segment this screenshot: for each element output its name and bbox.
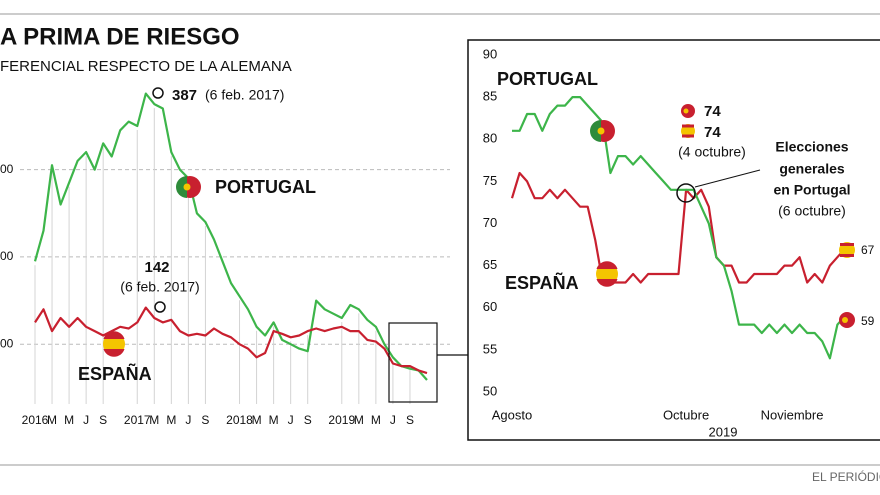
x-tick-label: 2018	[226, 413, 253, 427]
series-label: ESPAÑA	[78, 363, 152, 384]
series-label: ESPAÑA	[505, 272, 579, 293]
flag-portugal	[590, 120, 615, 142]
event-note: generales	[779, 161, 845, 177]
source: EL PERIÓDIC	[812, 469, 880, 484]
peak-value: 387	[172, 87, 197, 104]
inset-frame	[467, 39, 880, 441]
x-tick-label: M	[149, 413, 159, 427]
x-tick-label: 2019	[328, 413, 355, 427]
y-tick-label: 80	[483, 131, 497, 146]
series-line	[34, 306, 428, 375]
x-tick-label: J	[185, 413, 191, 427]
x-tick-label: 2016	[22, 413, 49, 427]
y-tick-label: 65	[483, 257, 497, 272]
x-tick-label: S	[201, 413, 209, 427]
event-date: (6 octubre)	[778, 203, 846, 219]
x-tick-label: M	[47, 413, 57, 427]
x-tick-label: 2017	[124, 413, 151, 427]
y-tick-label: 00	[0, 336, 14, 350]
x-tick-label: M	[64, 413, 74, 427]
x-tick-label: Agosto	[492, 407, 532, 422]
flag-spain	[681, 124, 695, 138]
series-line	[512, 96, 846, 360]
series-line	[33, 92, 428, 381]
peak-value: 142	[144, 259, 169, 276]
zoom-box	[388, 322, 438, 403]
flag-spain	[103, 331, 125, 357]
series-label: PORTUGAL	[215, 177, 316, 197]
peak-date: (6 feb. 2017)	[120, 279, 199, 295]
x-tick-label: M	[354, 413, 364, 427]
event-note: en Portugal	[773, 182, 850, 198]
flag-portugal	[176, 176, 201, 198]
flag-portugal	[839, 312, 855, 328]
y-tick-label: 85	[483, 89, 497, 104]
event-marker	[676, 183, 696, 203]
title: A PRIMA DE RIESGO	[0, 23, 240, 50]
y-tick-label: 60	[483, 299, 497, 314]
flag-portugal	[681, 104, 695, 118]
x-tick-label: J	[390, 413, 396, 427]
value-label: 74	[704, 103, 721, 120]
event-leader	[694, 169, 761, 188]
event-note: Elecciones	[775, 139, 848, 155]
series-label: PORTUGAL	[497, 69, 598, 89]
y-tick-label: 50	[483, 383, 497, 398]
y-tick-label: 75	[483, 173, 497, 188]
x-group-label: 2019	[709, 424, 738, 439]
x-tick-label: J	[83, 413, 89, 427]
peak-marker	[154, 301, 166, 313]
flag-spain	[839, 242, 855, 258]
y-tick-label: 00	[0, 249, 14, 263]
series-line	[510, 171, 846, 284]
x-tick-label: M	[269, 413, 279, 427]
date-note: (4 octubre)	[678, 144, 746, 160]
x-tick-label: S	[406, 413, 414, 427]
x-tick-label: Noviembre	[761, 407, 824, 422]
flag-spain	[596, 261, 618, 287]
x-tick-label: M	[371, 413, 381, 427]
end-label: 67	[861, 243, 875, 257]
value-label: 74	[704, 124, 721, 141]
x-tick-label: S	[304, 413, 312, 427]
x-tick-label: M	[166, 413, 176, 427]
peak-marker	[152, 87, 164, 99]
annotations: 387 (6 feb. 2017) 142 (6 feb. 2017) PORT…	[78, 69, 875, 440]
subtitle: FERENCIAL RESPECTO DE LA ALEMANA	[0, 58, 292, 75]
y-tick-label: 70	[483, 215, 497, 230]
end-label: 59	[861, 314, 875, 328]
x-tick-label: M	[252, 413, 262, 427]
x-tick-label: Octubre	[663, 407, 709, 422]
peak-date: (6 feb. 2017)	[205, 87, 284, 103]
y-tick-label: 00	[0, 162, 14, 176]
x-tick-label: S	[99, 413, 107, 427]
y-tick-label: 90	[483, 46, 497, 61]
inset-chart: Noviembre Octubre Agosto 90 85 80 75 70 65 60 55 50	[467, 39, 880, 441]
x-tick-label: J	[288, 413, 294, 427]
y-tick-label: 55	[483, 341, 497, 356]
